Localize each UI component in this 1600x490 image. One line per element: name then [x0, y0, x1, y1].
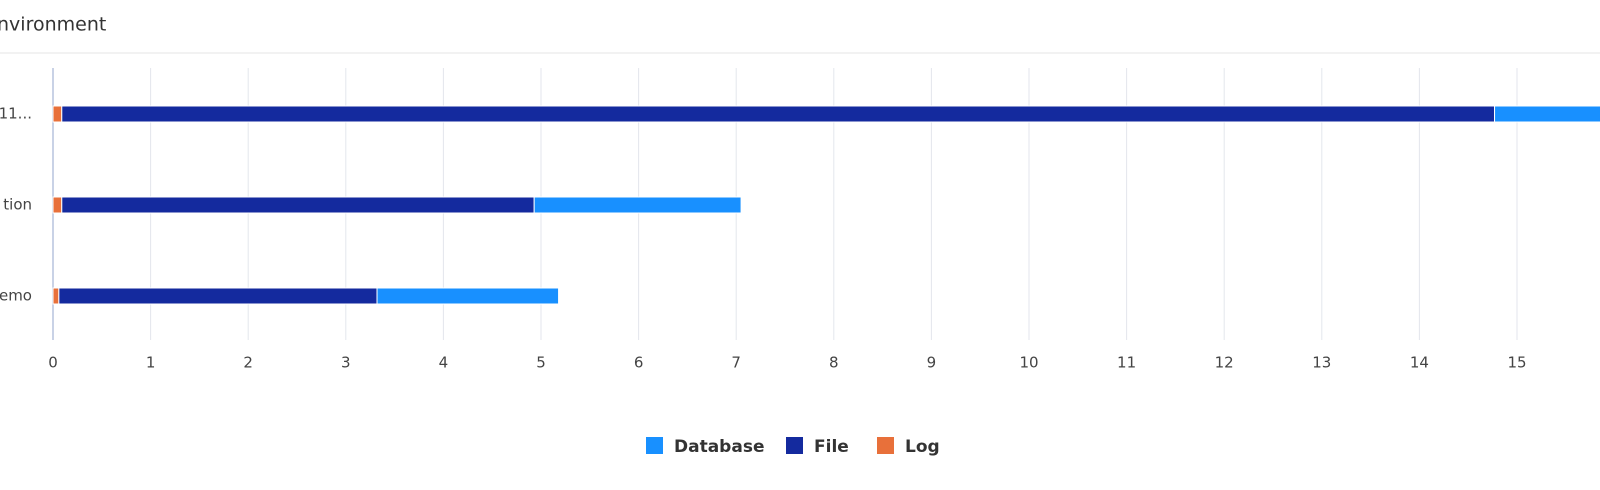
x-tick-label: 1 — [146, 354, 156, 372]
y-tick-label: emo — [0, 287, 32, 305]
x-tick-label: 8 — [829, 354, 839, 372]
bar-segment — [52, 105, 63, 123]
bar-segment — [58, 287, 378, 305]
y-tick-label: tion — [3, 196, 32, 214]
x-tick-label: 14 — [1410, 354, 1429, 372]
x-tick-label: 10 — [1019, 354, 1038, 372]
x-tick-label: 5 — [536, 354, 546, 372]
x-tick-label: 2 — [243, 354, 253, 372]
x-tick-label: 13 — [1312, 354, 1331, 372]
bar-segment — [376, 287, 560, 305]
legend-label: Database — [674, 437, 764, 457]
bar-segment — [61, 105, 1496, 123]
bar-segment — [52, 287, 60, 305]
x-tick-label: 6 — [634, 354, 644, 372]
x-tick-label: 9 — [927, 354, 937, 372]
x-tick-label: 4 — [439, 354, 449, 372]
legend-label: Log — [905, 437, 940, 457]
x-tick-label: 7 — [731, 354, 741, 372]
bar-segment — [61, 196, 535, 214]
legend-label: File — [814, 437, 849, 457]
chart-title: nvironment — [0, 14, 106, 36]
bar-segment — [1494, 105, 1600, 123]
bar-segment — [533, 196, 742, 214]
legend-swatch — [877, 437, 894, 454]
bar-segment — [52, 196, 63, 214]
legend-swatch — [646, 437, 663, 454]
legend-swatch — [786, 437, 803, 454]
y-tick-label: 11... — [0, 105, 32, 123]
x-tick-label: 11 — [1117, 354, 1136, 372]
x-tick-label: 12 — [1215, 354, 1234, 372]
x-tick-label: 15 — [1507, 354, 1526, 372]
x-tick-label: 3 — [341, 354, 351, 372]
x-tick-label: 0 — [48, 354, 58, 372]
